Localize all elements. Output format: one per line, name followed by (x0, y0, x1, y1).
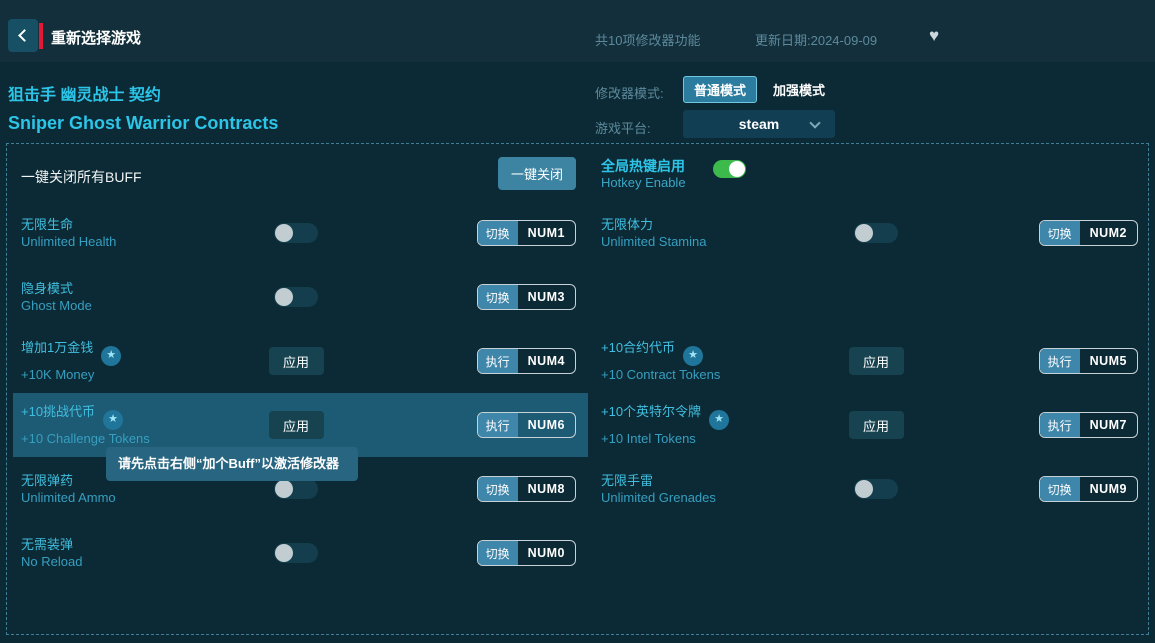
platform-dropdown[interactable]: steam (683, 110, 835, 138)
left-column: 无限生命 Unlimited Health 切换 NUM1 隐身模式 Ghost… (13, 201, 588, 585)
feature-toggle[interactable] (854, 223, 898, 243)
hotkey-control[interactable]: 执行 NUM6 (476, 412, 576, 438)
topbar: 重新选择游戏 共10项修改器功能 更新日期:2024-09-09 ♥ (0, 0, 1155, 62)
right-column: 无限体力 Unlimited Stamina 切换 NUM2 +10合约代币 ★ … (593, 201, 1150, 521)
toggle-knob (729, 161, 745, 177)
chevron-left-icon (18, 29, 31, 42)
feature-label: 无限手雷 Unlimited Grenades (601, 473, 716, 505)
hotkey-control[interactable]: 切换 NUM8 (476, 476, 576, 502)
toggle-knob (275, 224, 293, 242)
hotkey-control[interactable]: 切换 NUM0 (476, 540, 576, 566)
game-title-en: Sniper Ghost Warrior Contracts (8, 113, 279, 133)
feature-toggle[interactable] (274, 479, 318, 499)
hotkey-control[interactable]: 执行 NUM5 (1038, 348, 1138, 374)
hotkey-control[interactable]: 切换 NUM9 (1038, 476, 1138, 502)
red-accent-bar (39, 23, 43, 49)
toggle-knob (855, 224, 873, 242)
empty-row (593, 265, 1150, 329)
hotkey-enable-label-en: Hotkey Enable (601, 175, 686, 190)
feature-label: 无限弹药 Unlimited Ammo (21, 473, 116, 505)
hotkey-control[interactable]: 切换 NUM1 (476, 220, 576, 246)
feature-label: 隐身模式 Ghost Mode (21, 281, 92, 313)
close-all-button[interactable]: 一键关闭 (498, 157, 576, 190)
tooltip: 请先点击右侧“加个Buff”以激活修改器 (106, 447, 358, 482)
feature-row-unlimited-ammo: 无限弹药 Unlimited Ammo 切换 NUM8 (13, 457, 588, 521)
platform-label: 游戏平台: (595, 121, 651, 136)
star-icon: ★ (709, 409, 730, 430)
mode-normal-button[interactable]: 普通模式 (683, 76, 758, 103)
feature-label: 无需装弹 No Reload (21, 537, 83, 569)
apply-button[interactable]: 应用 (268, 411, 324, 439)
apply-button[interactable]: 应用 (268, 347, 324, 375)
star-icon: ★ (101, 345, 122, 366)
hotkey-control[interactable]: 执行 NUM4 (476, 348, 576, 374)
feature-row-unlimited-grenades: 无限手雷 Unlimited Grenades 切换 NUM9 (593, 457, 1150, 521)
close-all-label: 一键关闭所有BUFF (21, 169, 142, 185)
feature-toggle[interactable] (274, 543, 318, 563)
feature-row-intel-tokens: +10个英特尔令牌 ★ +10 Intel Tokens 应用 执行 NUM7 (593, 393, 1150, 457)
feature-label: 增加1万金钱 ★ +10K Money (21, 339, 241, 383)
apply-button[interactable]: 应用 (848, 347, 904, 375)
feature-label: +10挑战代币 ★ +10 Challenge Tokens (21, 404, 150, 446)
features-panel: 一键关闭所有BUFF 一键关闭 全局热键启用 Hotkey Enable 无限生… (6, 143, 1149, 635)
feature-row-unlimited-health: 无限生命 Unlimited Health 切换 NUM1 (13, 201, 588, 265)
feature-toggle[interactable] (854, 479, 898, 499)
platform-value: steam (738, 116, 780, 132)
star-icon: ★ (103, 409, 124, 430)
toggle-knob (855, 480, 873, 498)
feature-row-unlimited-stamina: 无限体力 Unlimited Stamina 切换 NUM2 (593, 201, 1150, 265)
update-date-text: 更新日期:2024-09-09 (755, 33, 878, 48)
feature-row-no-reload: 无需装弹 No Reload 切换 NUM0 (13, 521, 588, 585)
hotkey-enable-label-zh: 全局热键启用 (601, 158, 685, 174)
feature-toggle[interactable] (274, 287, 318, 307)
mode-label: 修改器模式: (595, 86, 664, 101)
chevron-down-icon (809, 117, 821, 129)
back-button[interactable] (8, 19, 38, 52)
mode-enhanced-button[interactable]: 加强模式 (773, 83, 826, 98)
hotkey-control[interactable]: 执行 NUM7 (1038, 412, 1138, 438)
toggle-knob (275, 480, 293, 498)
page-title: 重新选择游戏 (51, 30, 142, 47)
feature-label: +10合约代币 ★ +10 Contract Tokens (601, 340, 721, 382)
toggle-knob (275, 288, 293, 306)
feature-label: 无限生命 Unlimited Health (21, 217, 117, 249)
feature-count-text: 共10项修改器功能 (595, 33, 701, 48)
toggle-knob (275, 544, 293, 562)
heart-icon[interactable]: ♥ (929, 26, 940, 45)
star-icon: ★ (683, 345, 704, 366)
hotkey-enable-toggle[interactable] (713, 160, 746, 178)
feature-row-ghost-mode: 隐身模式 Ghost Mode 切换 NUM3 (13, 265, 588, 329)
feature-toggle[interactable] (274, 223, 318, 243)
feature-label: 无限体力 Unlimited Stamina (601, 217, 707, 249)
feature-row-10k-money: 增加1万金钱 ★ +10K Money 应用 执行 NUM4 (13, 329, 588, 393)
feature-row-challenge-tokens: +10挑战代币 ★ +10 Challenge Tokens 应用 执行 NUM6 (13, 393, 588, 457)
hotkey-control[interactable]: 切换 NUM3 (476, 284, 576, 310)
feature-row-contract-tokens: +10合约代币 ★ +10 Contract Tokens 应用 执行 NUM5 (593, 329, 1150, 393)
game-title-zh: 狙击手 幽灵战士 契约 (8, 87, 161, 104)
hotkey-control[interactable]: 切换 NUM2 (1038, 220, 1138, 246)
feature-label: +10个英特尔令牌 ★ +10 Intel Tokens (601, 403, 821, 447)
apply-button[interactable]: 应用 (848, 411, 904, 439)
